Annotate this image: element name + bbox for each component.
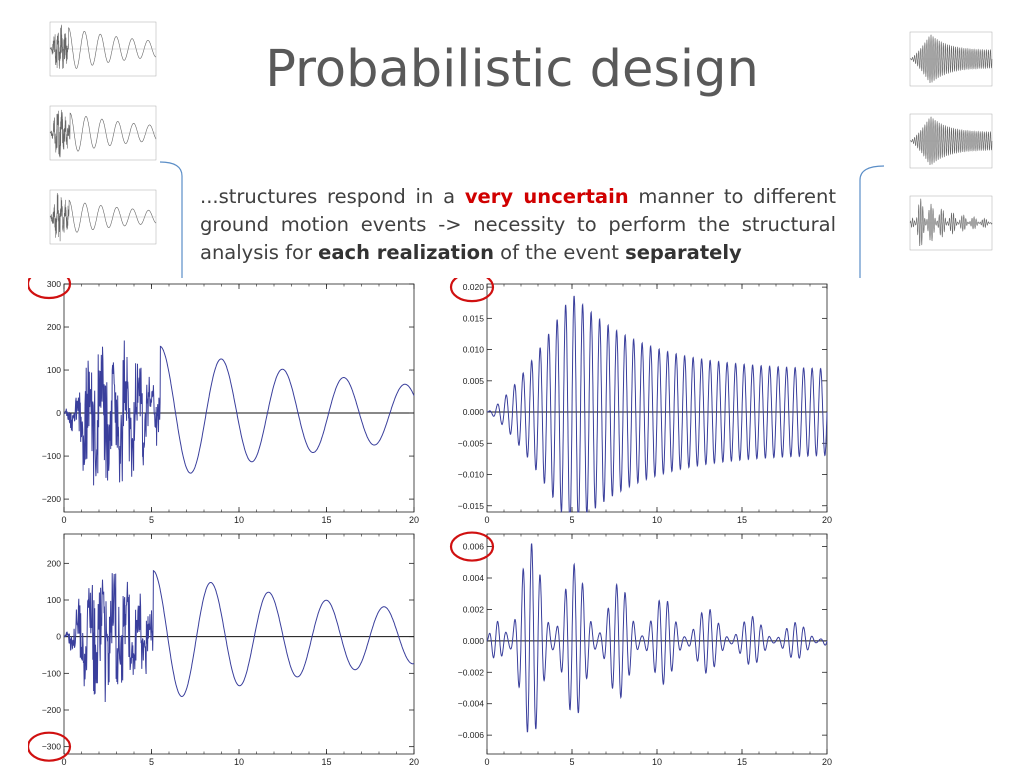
y-tick-label: 300 — [47, 279, 61, 289]
highlight-circle — [28, 731, 72, 762]
signal-trace — [486, 543, 828, 733]
x-tick-label: 10 — [234, 515, 244, 523]
y-tick-label: 100 — [47, 365, 61, 375]
x-tick-label: 20 — [822, 515, 832, 523]
x-tick-label: 5 — [149, 757, 154, 767]
y-tick-label: 0 — [56, 408, 61, 418]
y-tick-label: 200 — [47, 322, 61, 332]
plot-bottom-right: 0 5 10 15 20 0.006 0.004 0.002 0.000 −0.002 −0.004… — [449, 531, 832, 767]
y-tick-label: −0.005 — [458, 438, 485, 448]
x-tick-label: 10 — [234, 757, 244, 767]
y-tick-label: −300 — [42, 742, 61, 752]
y-tick-label: 0.020 — [463, 282, 485, 292]
y-tick-label: −0.015 — [458, 501, 485, 511]
signal-trace — [63, 569, 415, 703]
y-tick-label: −100 — [42, 668, 61, 678]
y-tick-label: 0.015 — [463, 313, 485, 323]
x-tick-label: 0 — [61, 515, 66, 523]
thumbnail-right-1 — [909, 31, 993, 87]
y-tick-label: 0.010 — [463, 345, 485, 355]
thumbnail-left-2 — [49, 105, 157, 161]
y-tick-label: −200 — [42, 494, 61, 504]
left-bracket — [160, 161, 183, 278]
x-tick-label: 20 — [822, 757, 832, 767]
x-tick-label: 15 — [737, 757, 747, 767]
y-tick-label: −0.004 — [458, 699, 485, 709]
x-tick-label: 5 — [149, 515, 154, 523]
body-text: ...structures respond in a very uncertai… — [200, 185, 836, 264]
emphasis-separately: separately — [625, 241, 742, 264]
x-tick-label: 0 — [484, 757, 489, 767]
highlight-circle — [449, 278, 495, 303]
x-tick-label: 15 — [321, 515, 331, 523]
thumbnail-left-3 — [49, 189, 157, 245]
y-tick-label: 0.000 — [463, 636, 485, 646]
y-tick-label: −0.010 — [458, 470, 485, 480]
x-tick-label: 0 — [484, 515, 489, 523]
y-tick-label: 0.004 — [463, 573, 485, 583]
x-tick-label: 20 — [409, 515, 419, 523]
plot-frame — [63, 533, 415, 755]
highlight-circle — [28, 278, 72, 300]
y-tick-label: 0.006 — [463, 542, 485, 552]
x-tick-label: 15 — [737, 515, 747, 523]
y-tick-label: 0.005 — [463, 376, 485, 386]
y-tick-label: 0.000 — [463, 407, 485, 417]
y-tick-label: −100 — [42, 451, 61, 461]
y-tick-label: 200 — [47, 558, 61, 568]
slide-title: Probabilistic design — [265, 40, 759, 99]
y-tick-label: −0.002 — [458, 667, 485, 677]
thumbnail-right-3 — [909, 195, 993, 251]
plot-top-left: 0 5 10 15 20 300 200 100 0 −100 −200 — [28, 278, 419, 523]
y-tick-label: 0.002 — [463, 604, 485, 614]
x-tick-label: 5 — [569, 515, 574, 523]
x-tick-label: 0 — [61, 757, 66, 767]
highlight-circle — [449, 531, 495, 562]
y-tick-label: −0.006 — [458, 730, 485, 740]
x-tick-label: 20 — [409, 757, 419, 767]
x-tick-label: 10 — [652, 757, 662, 767]
emphasis-each-realization: each realization — [318, 241, 494, 264]
signal-trace — [486, 295, 828, 513]
y-tick-label: 100 — [47, 595, 61, 605]
emphasis-very-uncertain: very uncertain — [464, 185, 629, 208]
x-tick-label: 15 — [321, 757, 331, 767]
x-tick-label: 10 — [652, 515, 662, 523]
right-bracket — [859, 165, 885, 278]
plot-top-right: 0 5 10 15 20 0.020 0.015 0.010 0.005 0.000 −0.005 −… — [449, 278, 832, 523]
y-tick-label: 0 — [56, 632, 61, 642]
thumbnail-right-2 — [909, 113, 993, 169]
x-tick-label: 5 — [569, 757, 574, 767]
plot-bottom-left: 0 5 10 15 20 200 100 0 −100 −200 −300 — [28, 533, 419, 767]
y-tick-label: −200 — [42, 705, 61, 715]
thumbnail-left-1 — [49, 21, 157, 77]
plot-frame — [63, 283, 415, 513]
